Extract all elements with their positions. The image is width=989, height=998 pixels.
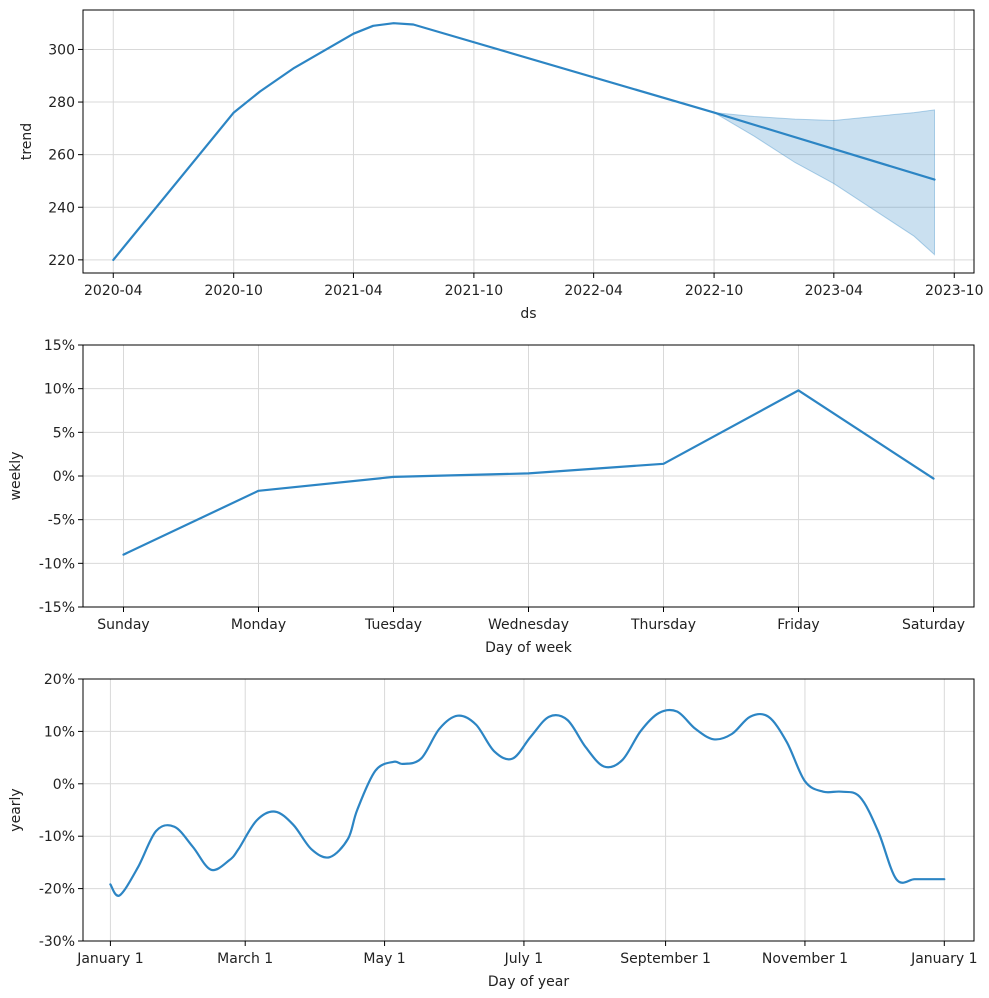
y-tick-label: 0%	[53, 469, 75, 485]
y-tick-label: 300	[48, 42, 75, 58]
trend-panel: 2020-04 2020-10 2021-04 2021-10 2022-04 2022-…	[19, 9, 984, 322]
x-tick-label: March 1	[217, 951, 273, 967]
y-axis-label: yearly	[8, 788, 24, 831]
series-line	[112, 22, 936, 261]
x-tick-label: Sunday	[97, 617, 149, 633]
grid	[83, 344, 974, 608]
y-tick-label: -10%	[39, 829, 75, 845]
y-tick-label: 220	[48, 253, 75, 269]
x-tick-label: Saturday	[902, 617, 965, 633]
x-tick-label: 2021-04	[324, 283, 383, 299]
y-tick-label: -15%	[39, 600, 75, 616]
uncertainty-band	[713, 109, 935, 256]
x-tick-label: January 1	[910, 951, 977, 967]
x-tick-label: Thursday	[630, 617, 696, 633]
x-tick-label: Monday	[231, 617, 286, 633]
x-tick-label: July 1	[504, 951, 544, 967]
y-tick-label: -10%	[39, 556, 75, 572]
y-tick-label: 10%	[44, 382, 75, 398]
grid	[83, 10, 974, 273]
weekly-panel: Sunday Monday Tuesday Wednesday Thursday Frid…	[8, 338, 975, 656]
x-axis-label: ds	[520, 306, 536, 322]
y-tick-label: -20%	[39, 882, 75, 898]
x-tick-label: May 1	[363, 951, 405, 967]
x-tick-label: 2023-10	[925, 283, 984, 299]
x-tick-label: 2022-10	[685, 283, 744, 299]
x-tick-label: 2020-04	[84, 283, 143, 299]
y-tick-label: 5%	[53, 425, 75, 441]
x-tick-label: September 1	[620, 951, 711, 967]
y-tick-label: 20%	[44, 672, 75, 688]
axes-frame	[82, 9, 975, 274]
y-axis-label: trend	[19, 123, 35, 160]
axes-frame	[82, 678, 975, 942]
y-tick-label: 10%	[44, 724, 75, 740]
x-tick-label: November 1	[762, 951, 848, 967]
y-tick-label: 240	[48, 200, 75, 216]
y-tick-label: 260	[48, 148, 75, 164]
x-tick-label: 2021-10	[445, 283, 504, 299]
series-line	[109, 708, 946, 897]
y-tick-label: 280	[48, 95, 75, 111]
y-tick-label: -30%	[39, 934, 75, 950]
x-tick-label: 2022-04	[564, 283, 623, 299]
y-tick-label: 15%	[44, 338, 75, 354]
x-axis-label: Day of week	[485, 640, 573, 656]
x-tick-label: Friday	[777, 617, 819, 633]
x-tick-label: Wednesday	[488, 617, 569, 633]
series-line	[122, 389, 935, 556]
x-tick-label: 2023-04	[805, 283, 864, 299]
y-tick-label: 0%	[53, 777, 75, 793]
x-tick-label: Tuesday	[364, 617, 422, 633]
grid	[83, 678, 974, 942]
y-axis-label: weekly	[8, 452, 24, 501]
x-tick-label: January 1	[76, 951, 143, 967]
yearly-panel: January 1 March 1 May 1 July 1 September 1 No…	[8, 672, 978, 990]
x-tick-label: 2020-10	[204, 283, 263, 299]
x-axis-label: Day of year	[488, 974, 570, 990]
y-tick-label: -5%	[48, 513, 75, 529]
